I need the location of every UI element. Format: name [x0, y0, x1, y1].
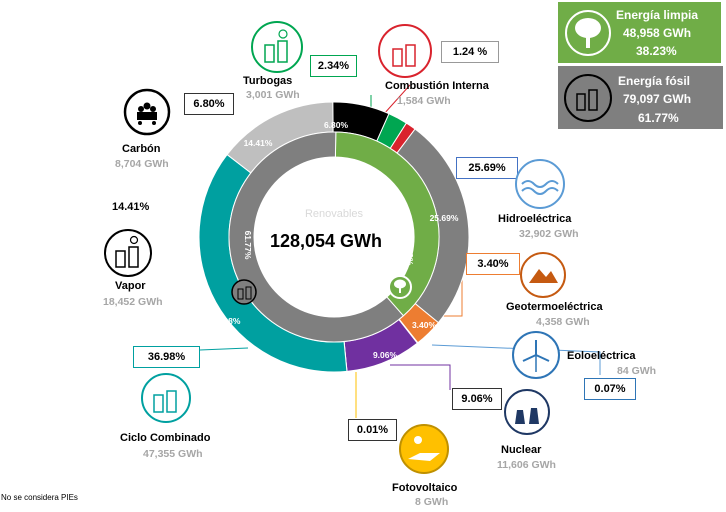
leader-line-combustion	[382, 84, 411, 116]
turbogas-icon	[251, 21, 303, 73]
fossil-energy-pct: 61.77%	[638, 111, 679, 125]
geo-label: Geotermoeléctrica	[506, 301, 603, 313]
foto-gwh: 8 GWh	[415, 496, 449, 508]
ring-label-fosil: 61.77%	[243, 231, 253, 260]
ring-label-limpia: 38.23%	[405, 237, 415, 266]
clean-energy-box: Energía limpia 48,958 GWh 38.23%	[558, 2, 721, 63]
leader-lines	[199, 84, 601, 418]
turbogas-label: Turbogas	[243, 75, 293, 87]
factory-icon	[564, 74, 612, 122]
eolo-gwh: 84 GWh	[617, 365, 657, 377]
solar-icon	[399, 424, 449, 474]
combustion-percent-box: 1.24 %	[441, 41, 499, 63]
combustion-icon	[378, 24, 432, 78]
ring-label-vapor: 14.41%	[244, 138, 273, 148]
carbon-percent-box: 6.80%	[184, 93, 234, 115]
nuclear-label: Nuclear	[501, 444, 542, 456]
fossil-energy-box: Energía fósil 79,097 GWh 61.77%	[558, 66, 723, 129]
ring-label-ciclo: 36.98%	[212, 316, 241, 326]
ciclo-gwh: 47,355 GWh	[143, 448, 203, 460]
leader-line-geo	[440, 270, 463, 317]
eolo-percent-box: 0.07%	[584, 378, 636, 400]
wind-icon	[512, 331, 560, 379]
hidro-label: Hidroeléctrica	[498, 213, 572, 225]
leader-line-nuclear	[390, 364, 451, 390]
vapor-percent: 14.41%	[112, 201, 150, 213]
footnote: No se considera PIEs	[1, 493, 78, 502]
leader-line-ciclo	[199, 347, 249, 351]
geo-percent-box: 3.40%	[466, 253, 520, 275]
carbon-icon	[123, 88, 171, 136]
hidro-gwh: 32,902 GWh	[519, 228, 579, 240]
ciclo-label: Ciclo Combinado	[120, 432, 211, 444]
donut-hole	[254, 157, 414, 317]
turbogas-percent-box: 2.34%	[310, 55, 357, 77]
geo-gwh: 4,358 GWh	[536, 316, 590, 328]
clean-energy-pct: 38.23%	[636, 44, 677, 58]
ring-label-hidro: 25.69%	[430, 213, 459, 223]
ciclo-percent-box: 36.98%	[133, 346, 200, 368]
ring-label-carbon: 6.80%	[324, 120, 349, 130]
eolo-label: Eoloeléctrica	[567, 350, 636, 362]
fossil-energy-title: Energía fósil	[618, 74, 691, 88]
hydro-icon	[515, 159, 565, 209]
factory-small-icon	[231, 279, 257, 305]
geothermal-icon	[520, 252, 566, 298]
leader-line-eolo	[431, 344, 601, 375]
nuclear-percent-box: 9.06%	[452, 388, 502, 410]
hidro-percent-box: 25.69%	[456, 157, 518, 179]
ring-label-geo: 3.40%	[412, 320, 437, 330]
tree-icon	[565, 10, 611, 56]
ciclo-combinado-icon	[141, 373, 191, 423]
foto-percent-box: 0.01%	[348, 419, 397, 441]
turbogas-gwh: 3,001 GWh	[246, 89, 300, 101]
nuclear-icon	[504, 389, 550, 435]
carbon-gwh: 8,704 GWh	[115, 158, 169, 170]
vapor-label: Vapor	[115, 280, 146, 292]
fossil-energy-gwh: 79,097 GWh	[623, 92, 692, 106]
combustion-gwh: 1,584 GWh	[397, 95, 451, 107]
carbon-label: Carbón	[122, 143, 161, 155]
combustion-label: Combustión Interna	[385, 80, 489, 92]
vapor-gwh: 18,452 GWh	[103, 296, 163, 308]
clean-energy-gwh: 48,958 GWh	[623, 26, 692, 40]
nuclear-gwh: 11,606 GWh	[497, 459, 556, 471]
total-label: 128,054 GWh	[270, 231, 382, 251]
clean-energy-title: Energía limpia	[616, 8, 699, 22]
vapor-icon	[104, 229, 152, 277]
ring-label-nuclear: 9.06%	[373, 350, 398, 360]
foto-label: Fotovoltaico	[392, 482, 458, 494]
tree-small-icon	[388, 275, 412, 299]
center-label: Renovables	[305, 208, 364, 220]
